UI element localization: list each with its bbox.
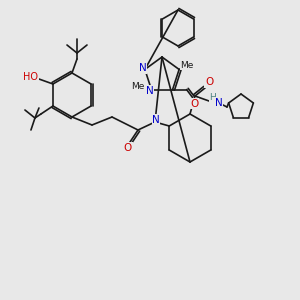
Text: HO: HO [23,72,38,82]
Text: O: O [205,77,213,87]
Text: N: N [146,85,153,96]
Text: Me: Me [131,82,144,91]
Text: N: N [139,63,147,74]
Text: N: N [215,98,223,108]
Text: O: O [190,99,199,109]
Text: H: H [210,92,216,101]
Text: N: N [152,115,160,125]
Text: O: O [124,143,132,153]
Text: Me: Me [180,61,194,70]
